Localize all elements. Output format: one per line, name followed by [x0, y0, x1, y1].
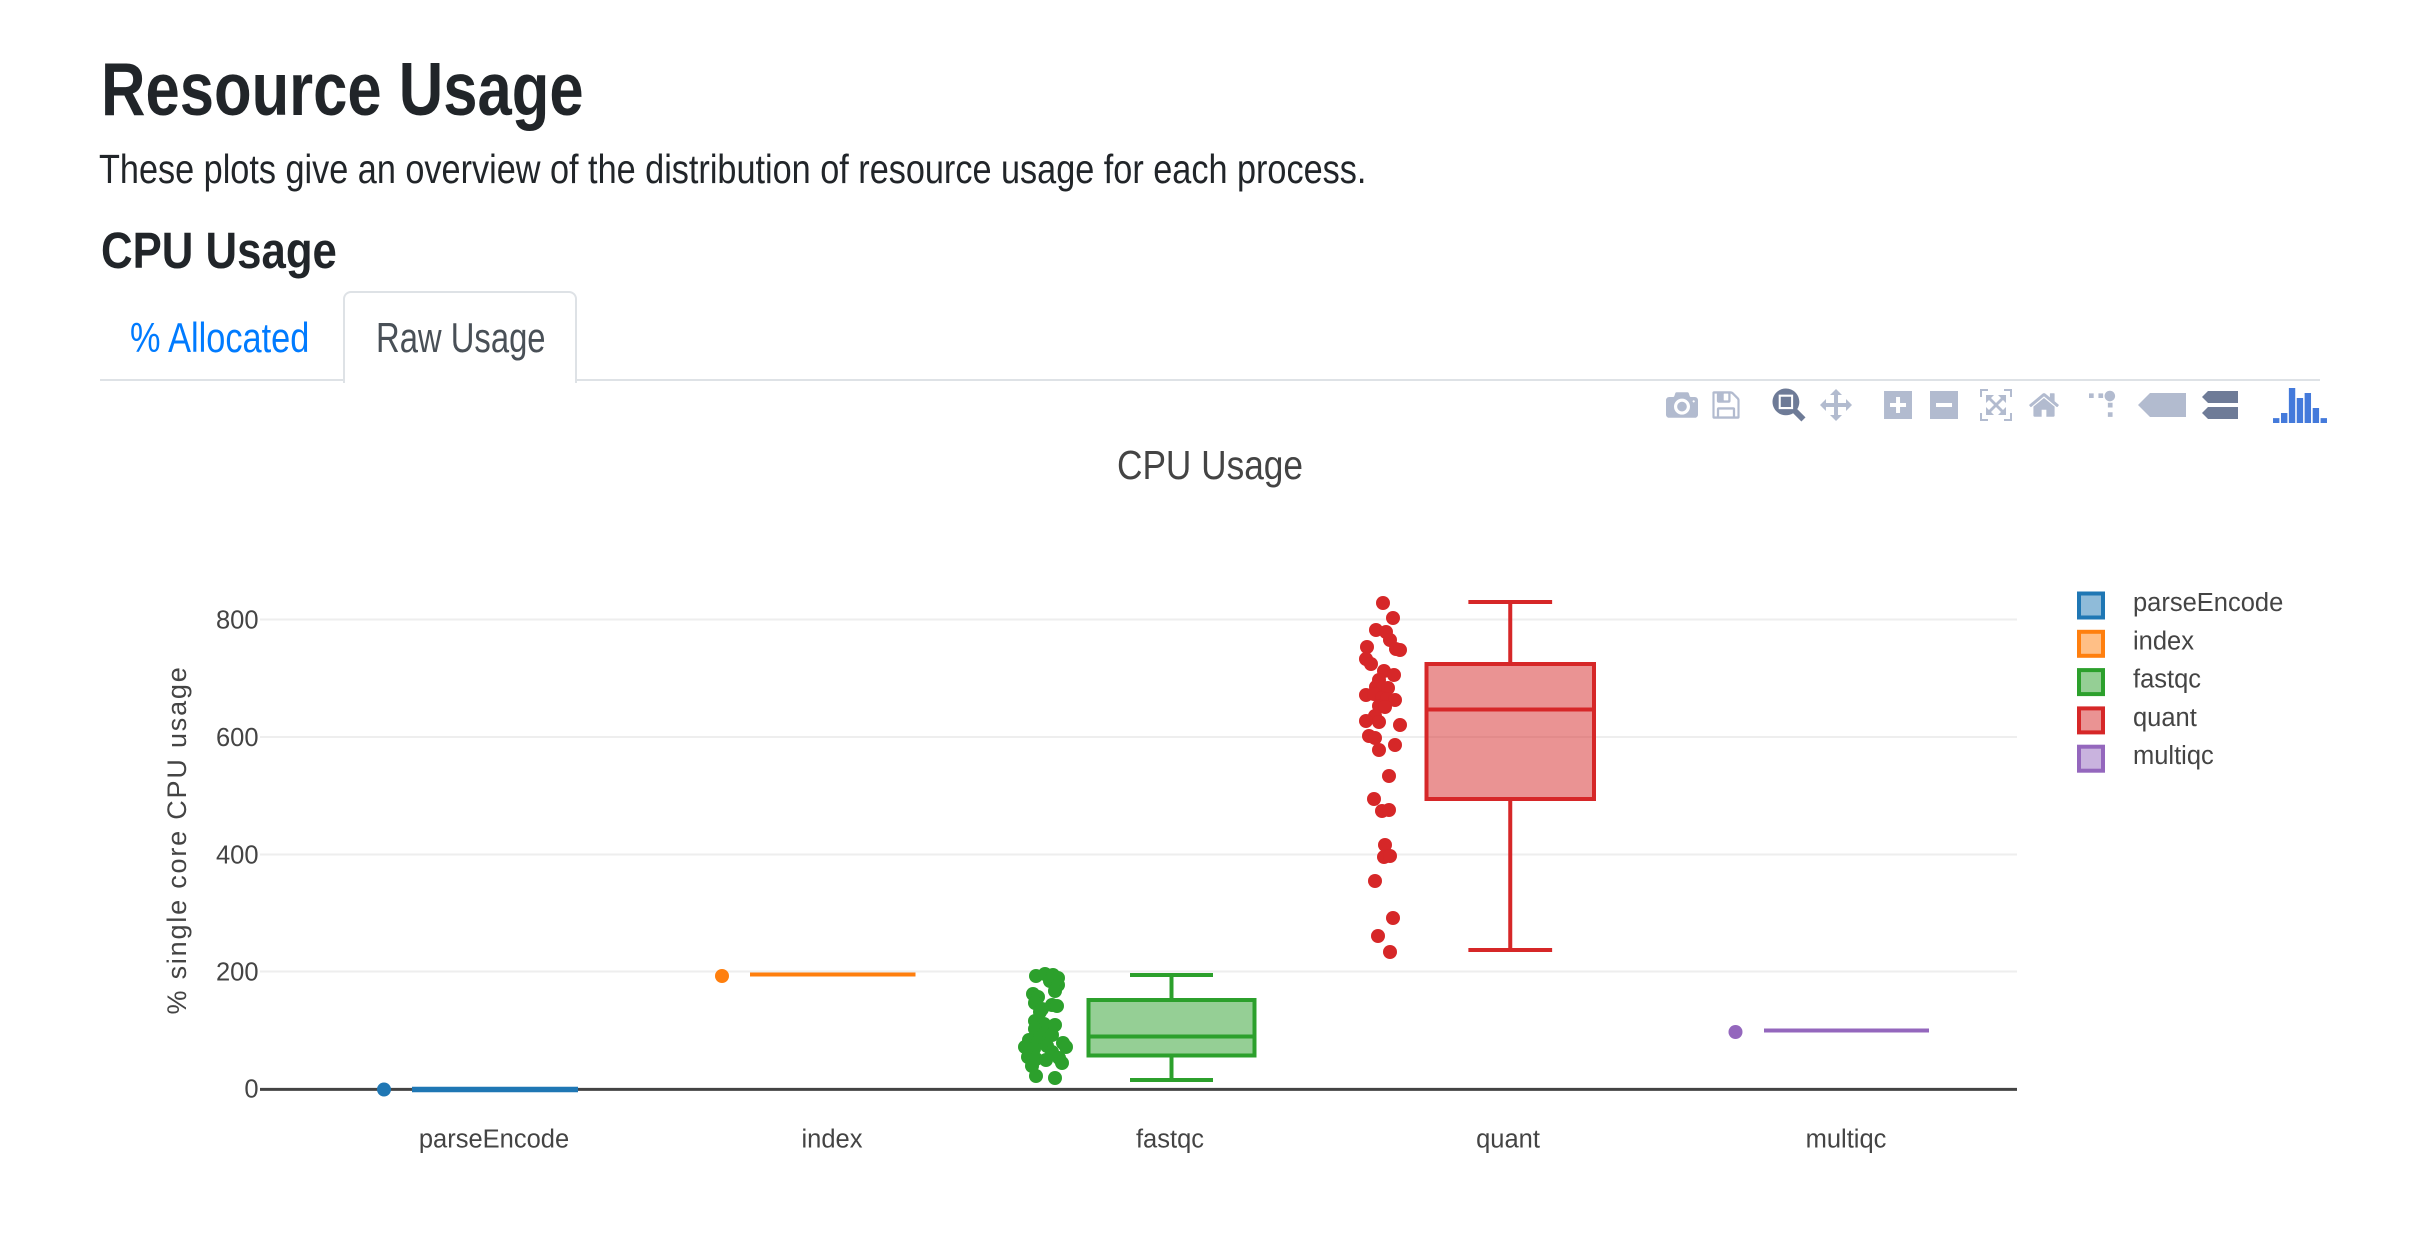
svg-text:fastqc: fastqc [2133, 666, 2201, 694]
svg-text:quant: quant [2133, 704, 2197, 732]
svg-text:400: 400 [216, 841, 259, 869]
svg-text:800: 800 [216, 606, 259, 634]
svg-text:index: index [2133, 627, 2194, 655]
svg-text:multiqc: multiqc [1806, 1126, 1887, 1154]
svg-text:CPU Usage: CPU Usage [1117, 442, 1303, 488]
svg-text:multiqc: multiqc [2133, 742, 2214, 770]
svg-text:parseEncode: parseEncode [419, 1126, 569, 1154]
svg-text:quant: quant [1476, 1126, 1540, 1154]
svg-text:% single core CPU usage: % single core CPU usage [162, 665, 192, 1014]
svg-text:600: 600 [216, 724, 259, 752]
svg-text:index: index [802, 1126, 863, 1154]
svg-text:200: 200 [216, 958, 259, 986]
svg-text:0: 0 [244, 1075, 258, 1103]
svg-text:fastqc: fastqc [1136, 1126, 1204, 1154]
svg-text:parseEncode: parseEncode [2133, 589, 2283, 617]
